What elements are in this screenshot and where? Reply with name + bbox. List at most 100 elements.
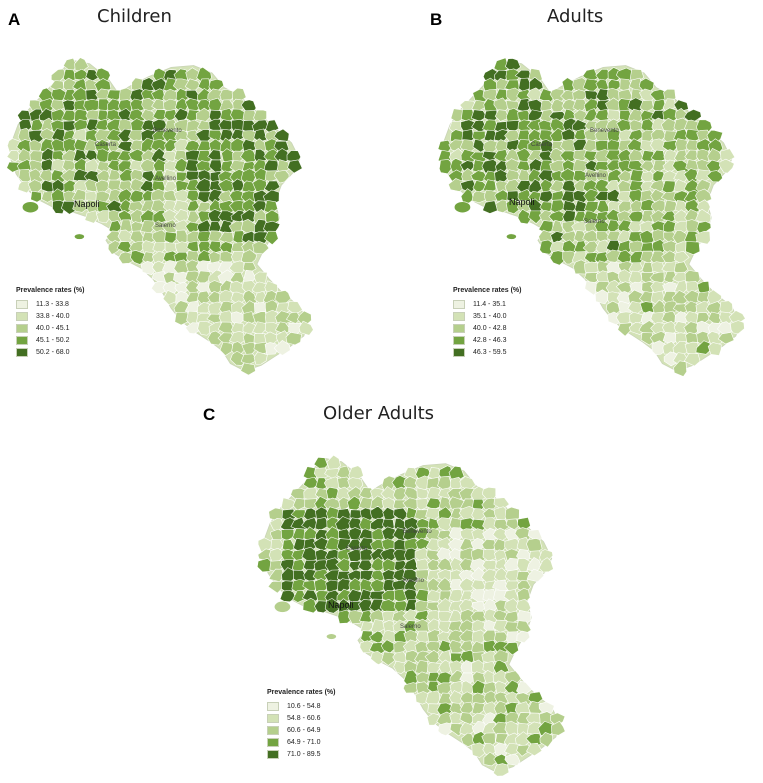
legend-title: Prevalence rates (%)	[267, 689, 336, 696]
city-label-napoli: Napoli	[328, 600, 354, 610]
legend-swatch	[16, 300, 28, 309]
panel-title: Children	[97, 6, 172, 27]
municipality-polygon	[448, 178, 464, 192]
legend-item: 40.0 - 42.8	[453, 323, 521, 334]
municipality-polygon	[730, 320, 745, 335]
legend-item: 45.1 - 50.2	[16, 335, 84, 346]
legend-range-label: 33.8 - 40.0	[36, 313, 70, 320]
municipality-polygon	[285, 332, 302, 346]
municipality-polygon	[505, 198, 521, 215]
legend-item: 42.8 - 46.3	[453, 335, 521, 346]
legend-swatch	[453, 324, 465, 333]
municipality-polygon	[252, 240, 270, 255]
legend-range-label: 46.3 - 59.5	[473, 349, 507, 356]
municipality-polygon	[230, 350, 246, 366]
municipality-polygon	[197, 320, 213, 336]
choropleth-map	[256, 454, 566, 777]
city-label-benevento: Benevento	[153, 128, 182, 134]
legend-swatch	[267, 738, 279, 747]
municipality-polygon	[448, 639, 464, 654]
legend-swatch	[453, 348, 465, 357]
municipality-polygon	[528, 210, 543, 224]
municipality-polygon	[6, 150, 22, 163]
municipality-polygon	[718, 158, 735, 174]
municipality-polygon	[471, 742, 488, 758]
legend-swatch	[453, 336, 465, 345]
municipality-polygon	[302, 597, 318, 614]
municipality-polygon	[381, 651, 398, 666]
municipality-polygon	[287, 159, 303, 174]
municipality-polygon	[84, 210, 100, 224]
municipality-polygon	[651, 340, 667, 355]
municipality-polygon	[695, 340, 711, 355]
municipality-polygon	[438, 159, 453, 175]
municipality-polygon	[426, 712, 441, 726]
municipality-polygon	[673, 360, 687, 377]
legend-item: 60.6 - 64.9	[267, 725, 335, 736]
municipality-polygon	[707, 342, 722, 356]
region-map	[256, 454, 566, 777]
municipality-polygon	[660, 210, 678, 223]
legend-item: 46.3 - 59.5	[453, 347, 521, 358]
panel-older-adults: C Older Adults Benevento Caserta Avellin…	[195, 395, 575, 783]
municipality-polygon	[551, 720, 566, 736]
municipality-polygon	[516, 744, 531, 757]
choropleth-map	[437, 57, 746, 377]
legend-title: Prevalence rates (%)	[16, 287, 85, 294]
municipality-polygon	[717, 332, 735, 345]
municipality-polygon	[348, 465, 364, 480]
municipality-polygon	[60, 201, 77, 215]
city-label-caserta: Caserta	[95, 142, 117, 148]
city-label-napoli: Napoli	[74, 199, 100, 209]
municipality-polygon	[472, 139, 488, 153]
municipality-polygon	[584, 261, 600, 274]
municipality-polygon	[483, 751, 497, 767]
municipality-polygon	[83, 98, 100, 112]
legend-item: 10.6 - 54.8	[267, 701, 335, 712]
legend-item: 33.8 - 40.0	[16, 311, 84, 322]
municipality-polygon	[617, 170, 632, 183]
municipality-polygon	[617, 322, 632, 337]
municipality-polygon	[494, 109, 510, 122]
municipality-polygon	[539, 732, 553, 748]
municipality-polygon	[162, 289, 180, 306]
choropleth-map	[6, 57, 314, 376]
legend-item: 71.0 - 89.5	[267, 749, 335, 760]
legend-range-label: 45.1 - 50.2	[36, 337, 70, 344]
island	[325, 633, 337, 640]
municipality-polygon	[583, 108, 599, 122]
city-label-avellino: Avellino	[403, 578, 424, 584]
legend-item: 35.1 - 40.0	[453, 311, 521, 322]
island	[21, 201, 39, 213]
legend-range-label: 11.4 - 35.1	[473, 301, 506, 308]
municipality-polygon	[706, 170, 723, 182]
legend-range-label: 40.0 - 42.8	[473, 325, 507, 332]
panel-letter: B	[430, 10, 443, 29]
municipality-polygon	[273, 340, 291, 356]
island	[273, 600, 291, 613]
municipality-polygon	[663, 351, 679, 367]
municipality-polygon	[526, 568, 545, 583]
legend-swatch	[267, 750, 279, 759]
legend-item: 11.3 - 33.8	[16, 299, 84, 310]
municipality-polygon	[264, 230, 279, 246]
municipality-polygon	[324, 598, 341, 614]
city-label-avellino: Avellino	[585, 173, 606, 179]
island	[73, 233, 85, 240]
municipality-polygon	[526, 742, 543, 757]
legend-swatch	[16, 336, 28, 345]
municipality-polygon	[549, 250, 566, 266]
municipality-polygon	[525, 538, 543, 553]
municipality-polygon	[639, 160, 655, 173]
legend-title: Prevalence rates (%)	[453, 287, 522, 294]
city-label-caserta: Caserta	[531, 142, 553, 148]
municipality-polygon	[253, 351, 268, 365]
municipality-polygon	[460, 188, 474, 204]
legend-item: 40.0 - 45.1	[16, 323, 84, 334]
island	[505, 233, 517, 240]
municipality-polygon	[264, 342, 279, 355]
panel-letter: C	[203, 405, 216, 424]
legend-range-label: 42.8 - 46.3	[473, 337, 507, 344]
municipality-polygon	[685, 241, 701, 255]
legend-range-label: 10.6 - 54.8	[287, 703, 321, 710]
